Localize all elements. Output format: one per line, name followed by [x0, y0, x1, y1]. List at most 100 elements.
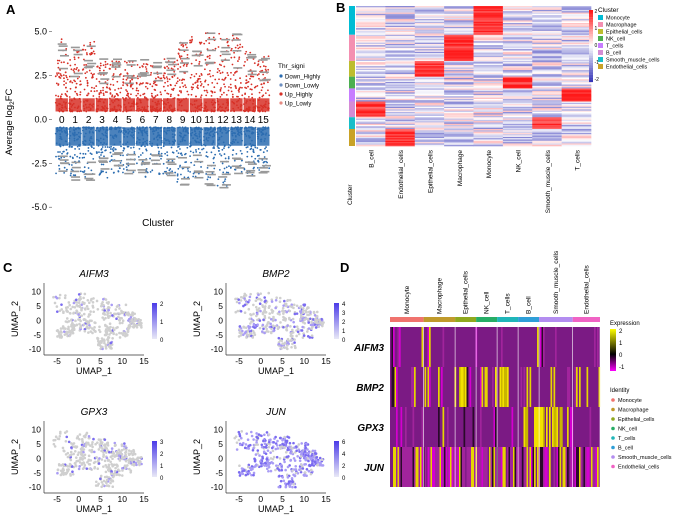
panel-b-cell [502, 70, 533, 72]
panel-a-point-up [86, 94, 88, 97]
panel-a-point-down [122, 149, 125, 152]
panel-c-point [252, 312, 255, 316]
panel-c-point [90, 297, 93, 301]
panel-c-point [55, 329, 59, 333]
panel-c-point [317, 325, 320, 328]
panel-b-cell [532, 139, 562, 142]
panel-a-cluster-label: 8 [166, 115, 172, 126]
panel-a-point-up [114, 95, 116, 98]
panel-b-cell [414, 114, 445, 117]
panel-b-colorbar-segment [589, 41, 593, 44]
panel-b-cell [444, 41, 474, 43]
panel-b-cell [356, 83, 386, 85]
panel-a-point-down [268, 167, 271, 170]
panel-b-cell [502, 136, 533, 139]
panel-b-cell [414, 106, 445, 109]
panel-b-cell [356, 71, 386, 74]
panel-a-point-down [222, 181, 225, 184]
panel-a-gene-tag [124, 82, 134, 85]
panel-a-point-up [221, 71, 224, 74]
panel-b-cell [444, 67, 474, 70]
panel-b-cell [385, 81, 416, 84]
panel-b-cell [385, 33, 416, 36]
panel-b-cell [444, 131, 474, 134]
panel-a-gene-tag [114, 164, 124, 167]
panel-a-gene-tag [127, 60, 137, 62]
panel-b-cell [444, 92, 474, 94]
panel-c-point [303, 303, 307, 307]
panel-b-cell [532, 105, 562, 108]
panel-c-point [126, 330, 130, 333]
panel-b-cell [385, 122, 416, 125]
panel-b-cell [414, 108, 445, 110]
panel-b-cell [473, 143, 504, 145]
panel-a-point-down [256, 166, 259, 169]
panel-c-point [250, 465, 254, 468]
panel-a-point-down [185, 161, 188, 163]
panel-a-gene-tag [233, 67, 243, 69]
panel-a-point-up [65, 76, 68, 79]
panel-b-cell [532, 23, 562, 25]
panel-c-point [92, 437, 95, 441]
panel-b-cell [356, 139, 386, 142]
panel-a-point-down [74, 148, 76, 150]
panel-c-point [66, 331, 70, 334]
panel-a-cluster-label: 6 [140, 115, 146, 126]
panel-a-point-up [231, 34, 234, 37]
panel-a-point-down [92, 147, 95, 150]
panel-a-point-up [75, 68, 78, 71]
panel-c-point [82, 296, 85, 300]
panel-b-colorbar-segment [589, 79, 593, 83]
panel-a-point-up [253, 62, 256, 65]
panel-b-cell [561, 45, 592, 47]
panel-b-cell [356, 136, 386, 139]
panel-b-cell [356, 26, 386, 29]
panel-b-cell [473, 21, 504, 24]
panel-a-point-down [104, 146, 107, 148]
panel-b-cell [473, 91, 504, 93]
panel-a-gene-tag [99, 58, 109, 60]
panel-a-point-down [59, 151, 61, 153]
panel-b-cell [385, 119, 416, 122]
panel-b-cell [385, 71, 416, 74]
panel-b-cell [473, 38, 504, 41]
panel-b-cell [473, 50, 504, 53]
panel-b-cell [502, 93, 533, 96]
panel-b-cell [561, 108, 592, 110]
panel-b-cell [356, 87, 386, 89]
panel-a-point-down [70, 172, 72, 175]
panel-a-point-down [187, 170, 190, 172]
panel-b-cell [473, 34, 504, 37]
panel-b-cell [473, 17, 504, 20]
panel-c-point [263, 442, 267, 446]
panel-c-point [119, 451, 122, 454]
panel-c-point [85, 325, 89, 328]
panel-c-point [89, 444, 92, 447]
panel-a-point-up [98, 96, 101, 98]
panel-a-point-up [59, 73, 62, 75]
panel-b-cell [414, 111, 445, 114]
panel-b-cell [473, 134, 504, 136]
panel-a-point-up [66, 90, 69, 93]
panel-c-gene-title: BMP2 [262, 269, 290, 280]
panel-b-cell [444, 143, 474, 145]
panel-a-point-down [180, 173, 182, 176]
panel-b-cell [473, 11, 504, 13]
panel-c-point [112, 328, 116, 332]
panel-b-cell [473, 46, 504, 49]
panel-b-cell [356, 85, 386, 88]
panel-a-point-up [205, 94, 208, 97]
panel-c-point [296, 327, 300, 331]
panel-c-point [83, 292, 87, 296]
panel-a-gene-tag [193, 170, 203, 172]
panel-a-point-up [57, 62, 59, 65]
panel-c-point [69, 474, 72, 477]
panel-b-cell [561, 38, 592, 41]
panel-c-point [105, 456, 109, 460]
panel-c-point [277, 342, 281, 346]
panel-a-point-down [171, 159, 174, 162]
panel-b-cell [414, 53, 445, 55]
panel-b-cell [356, 19, 386, 21]
panel-c-point [255, 432, 258, 435]
panel-c-ytick: -10 [211, 344, 224, 354]
